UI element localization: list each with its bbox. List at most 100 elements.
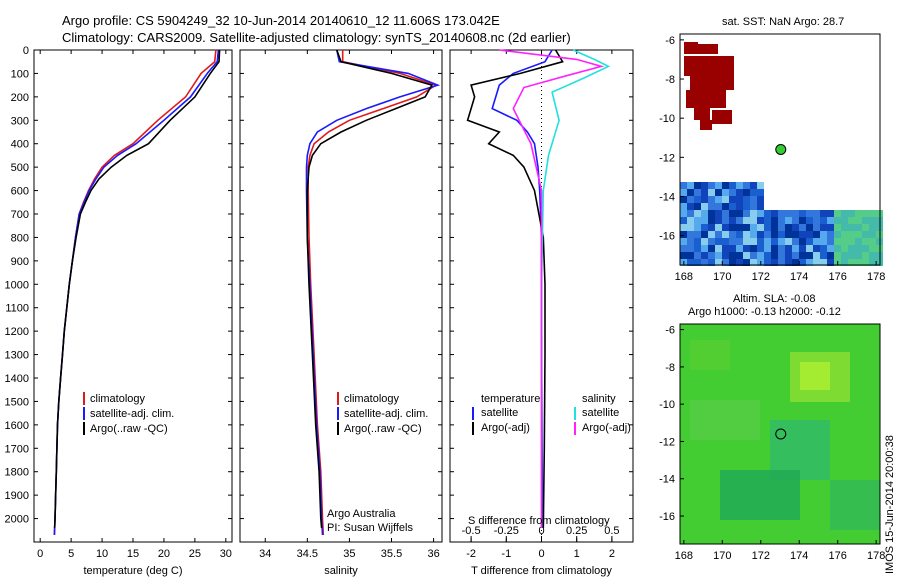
sst-pixel xyxy=(743,224,750,231)
sst-pixel xyxy=(792,259,799,266)
legend-title-temperature: temperature xyxy=(481,393,540,405)
sst-pixel xyxy=(764,231,771,238)
sst-pixel xyxy=(687,252,694,259)
sst-pixel xyxy=(729,245,736,252)
temperature-legend: climatology satellite-adj. clim. Argo(..… xyxy=(83,392,174,435)
sst-pixel xyxy=(722,182,729,189)
sst-pixel xyxy=(764,217,771,224)
sst-pixel xyxy=(799,231,806,238)
y-tick-label: 1400 xyxy=(5,373,29,385)
sst-pixel xyxy=(750,210,757,217)
sst-pixel xyxy=(834,210,841,217)
sst-pixel xyxy=(862,245,869,252)
y-tick-label: -16 xyxy=(659,511,675,523)
sst-pixel xyxy=(750,224,757,231)
sst-pixel xyxy=(841,210,848,217)
sst-pixel xyxy=(869,217,876,224)
sst-pixel xyxy=(708,182,715,189)
sst-pixel xyxy=(771,238,778,245)
sst-pixel xyxy=(813,224,820,231)
sst-pixel xyxy=(715,182,722,189)
sst-pixel xyxy=(827,252,834,259)
sst-land-block xyxy=(686,90,726,108)
sst-pixel xyxy=(680,189,687,196)
sst-pixel xyxy=(743,259,750,266)
sst-pixel xyxy=(841,252,848,259)
sst-pixel xyxy=(792,224,799,231)
sst-pixel xyxy=(841,217,848,224)
sst-pixel xyxy=(869,224,876,231)
sst-pixel xyxy=(736,245,743,252)
x-tick-label: -1 xyxy=(501,548,511,560)
sst-pixel xyxy=(722,196,729,203)
sst-pixel xyxy=(785,259,792,266)
sst-pixel xyxy=(722,259,729,266)
sst-pixel xyxy=(729,210,736,217)
x-tick-label: 170 xyxy=(713,271,731,283)
sst-pixel xyxy=(764,224,771,231)
sst-pixel xyxy=(715,238,722,245)
x-tick-label: 168 xyxy=(675,550,693,562)
sst-pixel xyxy=(701,217,708,224)
y-tick-label: 1800 xyxy=(5,467,29,479)
x-tick-label: 25 xyxy=(189,548,201,560)
sst-pixel xyxy=(806,259,813,266)
sst-pixel xyxy=(687,224,694,231)
sst-pixel xyxy=(841,238,848,245)
y-tick-label: 600 xyxy=(11,186,29,198)
sst-pixel xyxy=(743,217,750,224)
sst-pixel xyxy=(722,245,729,252)
top-tick-label: 0.25 xyxy=(566,525,587,537)
sst-pixel xyxy=(869,259,876,266)
sst-pixel xyxy=(708,245,715,252)
sst-pixel xyxy=(743,252,750,259)
x-tick-label: -2 xyxy=(466,548,476,560)
sst-pixel xyxy=(757,182,764,189)
sst-pixel xyxy=(701,210,708,217)
sst-pixel xyxy=(680,196,687,203)
legend-label-clim: climatology xyxy=(344,393,400,405)
sst-pixel xyxy=(785,252,792,259)
x-tick-label: 172 xyxy=(752,550,770,562)
sst-pixel xyxy=(848,245,855,252)
sst-pixel xyxy=(841,259,848,266)
sst-pixel xyxy=(750,203,757,210)
sst-land-block xyxy=(700,120,712,130)
sst-pixel xyxy=(806,231,813,238)
sst-pixel xyxy=(722,238,729,245)
sst-pixel xyxy=(750,189,757,196)
sst-pixel xyxy=(820,252,827,259)
y-tick-label: -16 xyxy=(659,231,675,243)
x-tick-label: 178 xyxy=(867,271,885,283)
sst-pixel xyxy=(799,210,806,217)
annotation-pi: PI: Susan Wijffels xyxy=(327,522,413,534)
sst-pixel xyxy=(687,231,694,238)
sst-pixel xyxy=(785,217,792,224)
sst-pixel xyxy=(694,196,701,203)
sla-patch xyxy=(690,340,730,370)
sla-map-title-2: Argo h1000: -0.13 h2000: -0.12 xyxy=(688,306,841,318)
sst-pixel xyxy=(848,238,855,245)
series-line-salinity-satellite xyxy=(540,49,611,528)
sst-pixel xyxy=(841,245,848,252)
sst-pixel xyxy=(757,189,764,196)
sst-pixel xyxy=(694,210,701,217)
sst-pixel xyxy=(750,259,757,266)
sst-pixel xyxy=(848,231,855,238)
sst-pixel xyxy=(722,224,729,231)
sst-pixel xyxy=(869,252,876,259)
sst-pixel xyxy=(806,245,813,252)
sst-pixel xyxy=(722,189,729,196)
sst-pixel xyxy=(757,231,764,238)
sst-pixel xyxy=(757,252,764,259)
sst-pixel xyxy=(701,224,708,231)
sst-pixel xyxy=(680,203,687,210)
sst-pixel xyxy=(743,203,750,210)
sst-pixel xyxy=(743,189,750,196)
sst-pixel xyxy=(827,217,834,224)
sst-pixel xyxy=(799,224,806,231)
sst-pixel xyxy=(722,203,729,210)
x-axis-label: temperature (deg C) xyxy=(83,565,182,577)
sst-land-block xyxy=(684,42,698,54)
sst-pixel xyxy=(778,238,785,245)
